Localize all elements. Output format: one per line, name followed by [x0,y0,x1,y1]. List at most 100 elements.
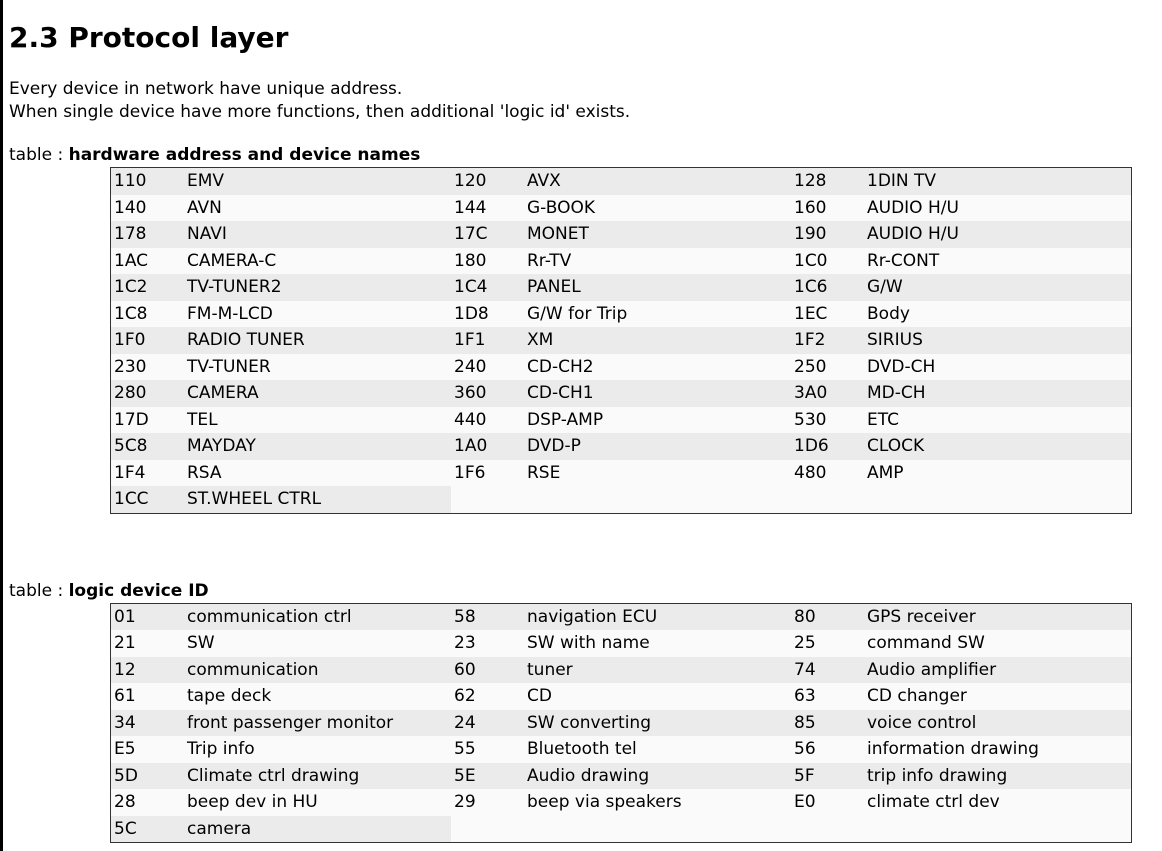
name-cell: DVD-P [524,433,791,460]
address-cell: 1C4 [451,274,524,301]
table-body: 01 communication ctrl 58 navigation ECU 80 GP… [110,603,1132,843]
address-cell: 1D8 [451,300,524,327]
address-cell: 1AC [110,247,184,274]
name-cell: DSP-AMP [524,406,791,433]
name-cell: Rr-TV [524,247,791,274]
name-cell: CAMERA-C [184,247,451,274]
name-cell: RADIO TUNER [184,327,451,354]
paragraphs: Every device in network have unique addr… [9,78,1162,124]
address-cell: 128 [791,167,864,195]
address-cell: 190 [791,221,864,248]
spacer [9,514,1162,560]
table-row: 230 TV-TUNER 240 CD-CH2 250 DVD-CH [110,353,1132,380]
address-cell: 160 [791,194,864,221]
address-cell: 360 [451,380,524,407]
name-cell: Trip info [184,736,451,763]
table-row: 1F0 RADIO TUNER 1F1 XM 1F2 SIRIUS [110,327,1132,354]
address-cell: 1C8 [110,300,184,327]
address-cell: E0 [791,789,864,816]
tables: table : hardware address and device name… [9,144,1162,843]
empty-cell [791,486,864,513]
name-cell: command SW [864,630,1132,657]
table-row: 28 beep dev in HU 29 beep via speakers E0 cli… [110,789,1132,816]
name-cell: MONET [524,221,791,248]
caption-title: logic device ID [68,580,209,601]
address-cell: 1F0 [110,327,184,354]
address-cell: 24 [451,709,524,736]
name-cell: Rr-CONT [864,247,1132,274]
name-cell: beep dev in HU [184,789,451,816]
address-cell: 5C [110,815,184,843]
address-cell: 62 [451,683,524,710]
table-row: 1CC ST.WHEEL CTRL [110,486,1132,513]
address-cell: 3A0 [791,380,864,407]
name-cell: voice control [864,709,1132,736]
address-cell: 17D [110,406,184,433]
address-cell: 12 [110,656,184,683]
name-cell: ST.WHEEL CTRL [184,486,451,513]
address-cell: 5E [451,762,524,789]
empty-cell [524,815,791,843]
address-cell: 1F4 [110,459,184,486]
address-cell: 480 [791,459,864,486]
name-cell: CD changer [864,683,1132,710]
name-cell: TEL [184,406,451,433]
name-cell: MAYDAY [184,433,451,460]
address-cell: 120 [451,167,524,195]
empty-cell [864,815,1132,843]
address-cell: 01 [110,603,184,630]
paragraph: When single device have more functions, … [9,102,631,122]
name-cell: beep via speakers [524,789,791,816]
name-cell: front passenger monitor [184,709,451,736]
table-body: 110 EMV 120 AVX 128 1DIN TV 140 AVN 144 G-BOOK 160… [110,167,1132,513]
empty-cell [451,815,524,843]
empty-cell [524,486,791,513]
name-cell: SW with name [524,630,791,657]
table-row: 1F4 RSA 1F6 RSE 480 AMP [110,459,1132,486]
address-cell: 178 [110,221,184,248]
address-cell: 74 [791,656,864,683]
address-cell: 1C6 [791,274,864,301]
name-cell: 1DIN TV [864,167,1132,195]
address-cell: 29 [451,789,524,816]
name-cell: SW converting [524,709,791,736]
address-cell: 180 [451,247,524,274]
address-cell: 1A0 [451,433,524,460]
caption-label: table : [9,580,64,601]
address-cell: 63 [791,683,864,710]
address-cell: 25 [791,630,864,657]
empty-cell [451,486,524,513]
name-cell: tape deck [184,683,451,710]
name-cell: AVX [524,167,791,195]
table-row: 61 tape deck 62 CD 63 CD changer [110,683,1132,710]
address-cell: 28 [110,789,184,816]
table-row: 178 NAVI 17C MONET 190 AUDIO H/U [110,221,1132,248]
table-row: 34 front passenger monitor 24 SW converting… [110,709,1132,736]
address-cell: 80 [791,603,864,630]
name-cell: EMV [184,167,451,195]
address-cell: 5F [791,762,864,789]
table-row: E5 Trip info 55 Bluetooth tel 56 information … [110,736,1132,763]
name-cell: camera [184,815,451,843]
name-cell: Bluetooth tel [524,736,791,763]
name-cell: RSE [524,459,791,486]
name-cell: AVN [184,194,451,221]
name-cell: RSA [184,459,451,486]
table-row: 1AC CAMERA-C 180 Rr-TV 1C0 Rr-CONT [110,247,1132,274]
name-cell: NAVI [184,221,451,248]
name-cell: SW [184,630,451,657]
name-cell: Audio amplifier [864,656,1132,683]
name-cell: Climate ctrl drawing [184,762,451,789]
table-row: 12 communication 60 tuner 74 Audio amplifier [110,656,1132,683]
address-cell: 530 [791,406,864,433]
left-border [0,0,3,851]
caption-label: table : [9,145,64,165]
device-table: 110 EMV 120 AVX 128 1DIN TV 140 AVN 144 G-BOOK 160… [110,167,1132,514]
address-cell: 55 [451,736,524,763]
address-cell: 5D [110,762,184,789]
table-row: 1C2 TV-TUNER2 1C4 PANEL 1C6 G/W [110,274,1132,301]
caption-title: hardware address and device names [68,145,421,165]
device-table: 01 communication ctrl 58 navigation ECU 80 GP… [110,602,1132,843]
table-row: 1C8 FM-M-LCD 1D8 G/W for Trip 1EC Body [110,300,1132,327]
